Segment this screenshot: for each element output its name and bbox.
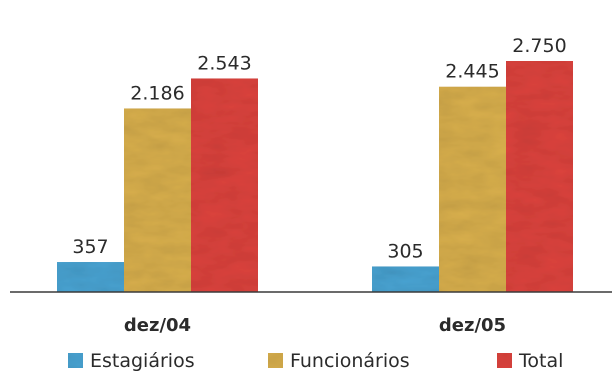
bar-estagiarios-dez-05 xyxy=(372,266,439,292)
legend-swatch-estagiarios xyxy=(68,353,83,368)
bar-estagiarios-dez-04 xyxy=(57,262,124,292)
value-label-estagiarios-dez-05: 305 xyxy=(387,240,423,262)
value-label-funcionarios-dez-05: 2.445 xyxy=(445,61,499,83)
legend-swatch-total xyxy=(497,353,512,368)
category-label-dez-05: dez/05 xyxy=(439,315,506,336)
bar-funcionarios-dez-05 xyxy=(439,86,506,293)
legend: Estagiários Funcionários Total xyxy=(68,350,563,372)
category-label-dez-04: dez/04 xyxy=(124,315,191,336)
legend-label-funcionarios: Funcionários xyxy=(290,350,410,372)
labels-layer: 357 2.186 2.543 dez/04 305 2.445 2.750 dez/05 xyxy=(72,35,566,336)
legend-label-estagiarios: Estagiários xyxy=(90,350,195,372)
bar-total-dez-05 xyxy=(506,61,573,292)
legend-swatch-funcionarios xyxy=(268,353,283,368)
bars-layer xyxy=(57,61,573,293)
value-label-total-dez-04: 2.543 xyxy=(197,52,251,74)
bar-total-dez-04 xyxy=(191,78,258,292)
legend-label-total: Total xyxy=(518,350,563,372)
value-label-estagiarios-dez-04: 357 xyxy=(72,236,108,258)
value-label-total-dez-05: 2.750 xyxy=(512,35,566,57)
bar-funcionarios-dez-04 xyxy=(124,108,191,292)
value-label-funcionarios-dez-04: 2.186 xyxy=(130,82,184,104)
